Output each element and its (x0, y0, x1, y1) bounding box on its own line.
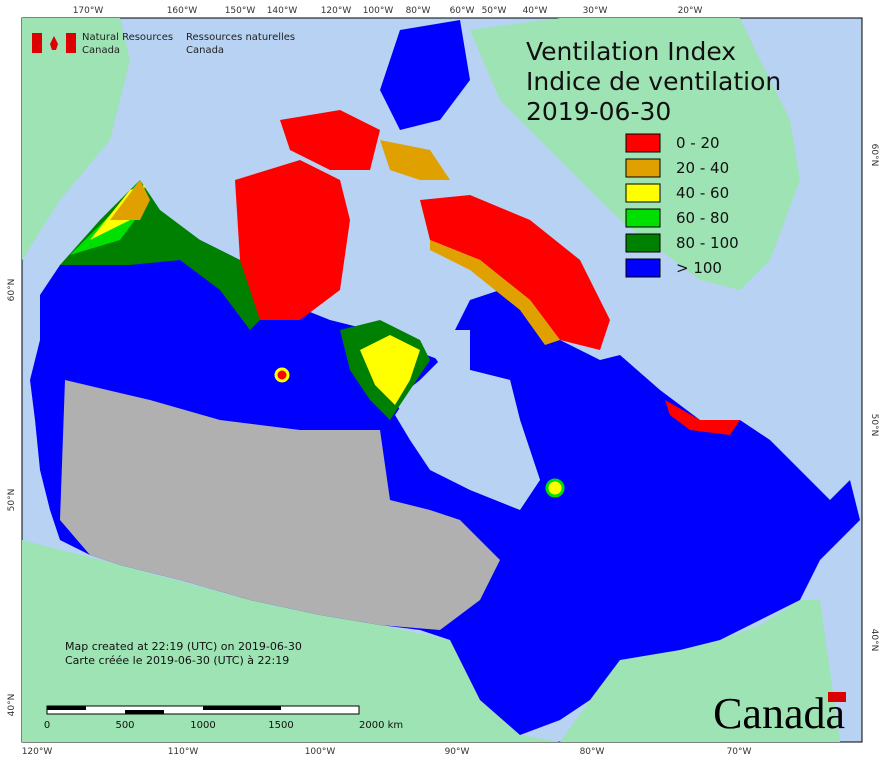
arctic-red (235, 160, 350, 320)
graticule-label: 80°W (580, 747, 605, 757)
zone-20 (110, 180, 150, 220)
graticule-label: 170°W (73, 6, 104, 16)
graticule-label: 140°W (267, 6, 298, 16)
graticule-label: 20°W (678, 6, 703, 16)
scale-seg (125, 710, 164, 714)
legend-label: 40 - 60 (676, 184, 729, 202)
graticule-label: 70°W (727, 747, 752, 757)
legend-label: 80 - 100 (676, 234, 739, 252)
baffin-20 (430, 240, 560, 345)
legend-swatch (625, 183, 661, 203)
flag-leaf (50, 36, 58, 50)
title: Ventilation Index (526, 37, 736, 66)
graticule-label: 120°W (22, 747, 53, 757)
agency-fr: Ressources naturelles (186, 32, 295, 43)
flag (32, 33, 76, 53)
graticule-label: 40°N (869, 629, 879, 652)
graticule-label: 40°N (7, 694, 17, 717)
graticule-label: 100°W (305, 747, 336, 757)
flag-bar (66, 33, 76, 53)
graticule-label: 80°W (406, 6, 431, 16)
mainland (30, 215, 860, 735)
footnote: Carte créée le 2019-06-30 (UTC) à 22:19 (65, 654, 289, 667)
graticule-label: 150°W (225, 6, 256, 16)
graticule-label: 50°N (7, 489, 17, 512)
graticule-label: 50°N (869, 414, 879, 437)
alaska (22, 18, 130, 260)
title-date: 2019-06-30 (526, 97, 671, 126)
scale-label: 2000 km (359, 720, 403, 731)
graticule-label: 90°W (445, 747, 470, 757)
graticule-label: 110°W (168, 747, 199, 757)
scale-label: 1000 (190, 720, 215, 731)
zone-40b (360, 335, 420, 405)
graticule-label: 60°N (869, 144, 879, 167)
greenland (470, 18, 800, 290)
scale-label: 0 (44, 720, 50, 731)
legend-swatch (625, 258, 661, 278)
agency-fr: Canada (186, 45, 224, 56)
legend-swatch (625, 233, 661, 253)
graticule-label: 60°W (450, 6, 475, 16)
wordmark: Canada (713, 689, 845, 738)
scale-label: 500 (115, 720, 134, 731)
agency-en: Natural Resources (82, 32, 173, 43)
graticule-label: 40°W (523, 6, 548, 16)
legend-swatch (625, 133, 661, 153)
labrador-red (665, 400, 740, 435)
agency-en: Canada (82, 45, 120, 56)
scale-seg (203, 706, 281, 710)
hotspot (274, 367, 290, 383)
legend-swatch (625, 208, 661, 228)
baffin-red (420, 195, 610, 350)
flag-bar (32, 33, 42, 53)
graticule-label: 160°W (167, 6, 198, 16)
graticule-label: 50°W (482, 6, 507, 16)
scale-bar (46, 705, 360, 715)
legend-label: > 100 (676, 259, 722, 277)
usa (22, 540, 560, 742)
legend-label: 0 - 20 (676, 134, 720, 152)
title: Indice de ventilation (526, 67, 781, 96)
graticule-label: 30°W (583, 6, 608, 16)
hotspot (545, 478, 565, 498)
scale-label: 1500 (268, 720, 293, 731)
wordmark-flag (828, 692, 846, 702)
ellesmere (380, 20, 470, 130)
graticule-label: 100°W (363, 6, 394, 16)
hudson-bay (395, 330, 540, 500)
land-background (22, 18, 840, 742)
legend-label: 20 - 40 (676, 159, 729, 177)
graticule-label: 120°W (321, 6, 352, 16)
legend-swatch (625, 158, 661, 178)
island-red (280, 110, 380, 170)
zone-20b (380, 140, 450, 180)
no-data-area (60, 380, 500, 630)
legend-label: 60 - 80 (676, 209, 729, 227)
usa-east (560, 600, 840, 742)
footnote: Map created at 22:19 (UTC) on 2019-06-30 (65, 640, 302, 653)
scale-seg (47, 706, 86, 710)
canada (30, 20, 860, 735)
graticule-label: 60°N (7, 279, 17, 302)
